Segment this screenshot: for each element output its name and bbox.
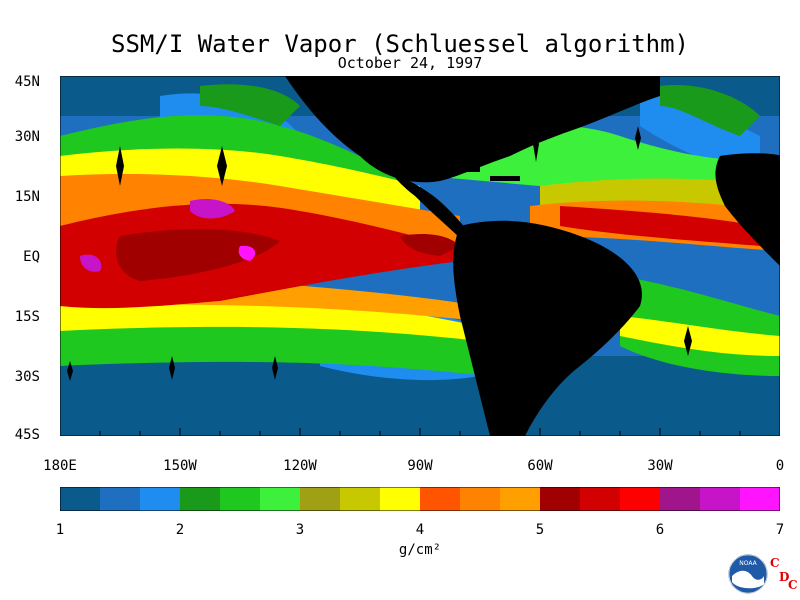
colorbar-cell xyxy=(620,487,661,511)
colorbar-cell xyxy=(540,487,581,511)
colorbar-cell xyxy=(580,487,621,511)
map-title: SSM/I Water Vapor (Schluessel algorithm) xyxy=(111,30,689,58)
colorbar-cell xyxy=(380,487,421,511)
colorbar-cell xyxy=(60,487,101,511)
noaa-logo: NOAA xyxy=(728,554,768,594)
colorbar-tick-3: 3 xyxy=(295,522,305,538)
lat-label-45n: 45N xyxy=(14,74,40,90)
cdc-letter-c1: C xyxy=(770,556,780,570)
lon-label-180e: 180E xyxy=(43,458,77,474)
lat-label-30s: 30S xyxy=(14,369,40,385)
colorbar-cell xyxy=(340,487,381,511)
lon-label-120w: 120W xyxy=(283,458,317,474)
colorbar-cell xyxy=(140,487,181,511)
lon-label-150w: 150W xyxy=(163,458,197,474)
lat-label-30n: 30N xyxy=(14,129,40,145)
colorbar-cell xyxy=(180,487,221,511)
lon-label-90w: 90W xyxy=(407,458,433,474)
colorbar-cell xyxy=(220,487,261,511)
colorbar-cell xyxy=(500,487,541,511)
colorbar-cell xyxy=(740,487,780,511)
lon-label-0: 0 xyxy=(775,458,785,474)
colorbar-tick-5: 5 xyxy=(535,522,545,538)
colorbar-tick-1: 1 xyxy=(55,522,65,538)
colorbar-cell xyxy=(700,487,741,511)
lat-label-15n: 15N xyxy=(14,189,40,205)
colorbar-tick-4: 4 xyxy=(415,522,425,538)
colorbar-cell xyxy=(300,487,341,511)
colorbar-cell xyxy=(260,487,301,511)
colorbar-units: g/cm² xyxy=(398,542,442,558)
lon-label-30w: 30W xyxy=(647,458,673,474)
colorbar-cell xyxy=(660,487,701,511)
colorbar-cell xyxy=(420,487,461,511)
colorbar xyxy=(60,487,780,511)
lat-label-45s: 45S xyxy=(14,427,40,443)
noaa-logo-text: NOAA xyxy=(739,560,757,567)
colorbar-cell xyxy=(460,487,501,511)
cdc-letter-c2: C xyxy=(788,578,798,592)
lat-label-15s: 15S xyxy=(14,309,40,325)
lat-label-eq: EQ xyxy=(23,249,40,265)
colorbar-tick-2: 2 xyxy=(175,522,185,538)
colorbar-tick-6: 6 xyxy=(655,522,665,538)
map-date: October 24, 1997 xyxy=(337,54,483,72)
cdc-letter-d: D xyxy=(779,570,790,584)
lon-label-60w: 60W xyxy=(527,458,553,474)
water-vapor-map xyxy=(60,76,780,436)
colorbar-cell xyxy=(100,487,141,511)
colorbar-tick-7: 7 xyxy=(775,522,785,538)
